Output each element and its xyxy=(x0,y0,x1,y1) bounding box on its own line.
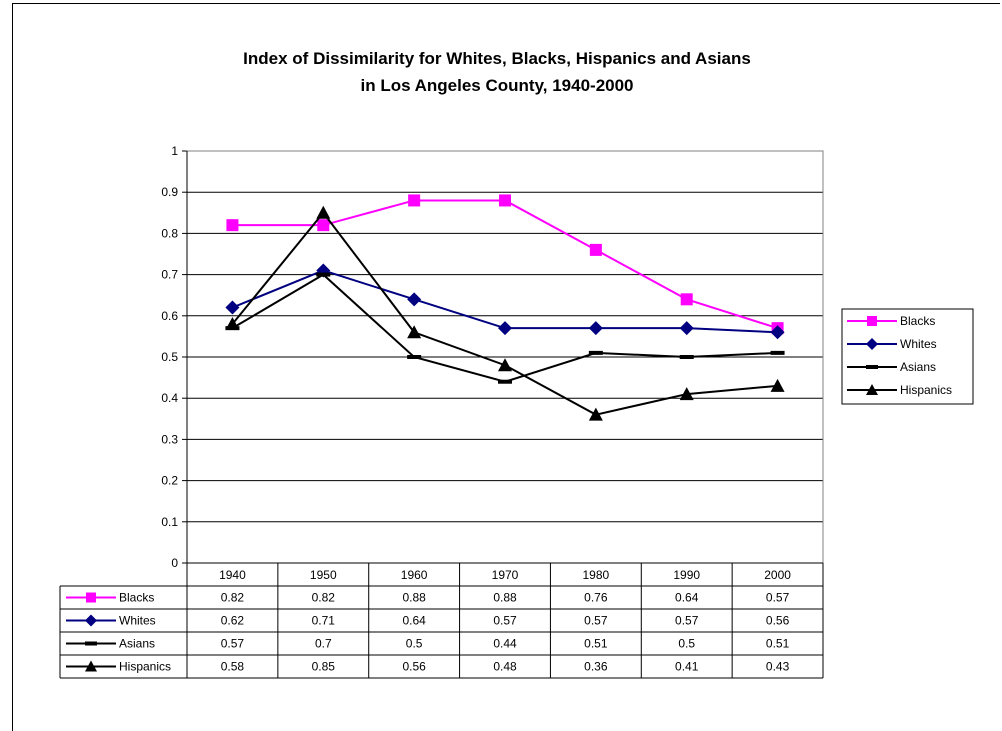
data-label: 0.88 xyxy=(493,591,517,605)
x-tick-label: 1940 xyxy=(219,568,246,582)
series-marker xyxy=(85,660,97,672)
series-marker xyxy=(770,325,785,340)
y-tick-label: 0 xyxy=(171,556,178,570)
legend-label: Hispanics xyxy=(900,383,952,397)
y-tick-label: 0.4 xyxy=(161,391,178,405)
series-marker xyxy=(499,194,511,207)
series-marker xyxy=(867,316,877,326)
y-tick-label: 0.2 xyxy=(161,474,178,488)
series-marker xyxy=(316,272,331,277)
series-marker xyxy=(226,219,239,232)
data-table: 1940 1950 1960 1970 1980 1990 2000 Blacks 0.82 0.… xyxy=(59,562,824,679)
series-line xyxy=(232,199,778,330)
data-label: 0.36 xyxy=(584,660,608,674)
series-marker xyxy=(866,338,878,350)
series-marker xyxy=(770,378,785,392)
data-label: 0.41 xyxy=(675,660,699,674)
data-label: 0.82 xyxy=(312,591,336,605)
y-tick-label: 0.3 xyxy=(161,432,178,446)
y-tick-label: 0.1 xyxy=(161,515,178,529)
data-label: 0.88 xyxy=(402,591,426,605)
legend-label: Whites xyxy=(900,337,937,351)
table-row-label: Blacks xyxy=(119,591,154,605)
chart-frame xyxy=(12,3,1000,731)
series-marker xyxy=(588,321,603,336)
series-marker xyxy=(588,407,603,421)
series-marker xyxy=(407,355,422,359)
series-marker xyxy=(86,592,96,603)
data-label: 0.48 xyxy=(493,660,517,674)
y-tick-label: 0.7 xyxy=(161,268,178,282)
x-tick-label: 1960 xyxy=(401,568,428,582)
legend-box xyxy=(841,308,974,405)
series-marker xyxy=(679,387,694,401)
series-marker xyxy=(770,350,785,355)
data-label: 0.56 xyxy=(766,614,790,628)
x-tick-label: 1950 xyxy=(310,568,337,582)
series-marker xyxy=(866,384,878,395)
series-marker xyxy=(589,243,602,256)
y-tick-label: 0.9 xyxy=(161,185,178,199)
series-marker xyxy=(225,300,240,315)
y-tick-label: 0.5 xyxy=(161,350,178,364)
series-marker xyxy=(498,379,512,384)
data-label: 0.51 xyxy=(584,637,608,651)
data-label: 0.57 xyxy=(493,614,517,628)
data-label: 0.64 xyxy=(402,614,426,628)
data-label: 0.56 xyxy=(402,660,426,674)
series-marker xyxy=(407,292,422,307)
table-row-label: Whites xyxy=(119,614,156,628)
series-marker xyxy=(679,355,694,359)
series-marker xyxy=(407,325,422,339)
series-marker xyxy=(225,317,240,331)
series-marker xyxy=(680,293,693,306)
data-label: 0.57 xyxy=(766,591,790,605)
data-label: 0.57 xyxy=(675,614,699,628)
series-marker xyxy=(679,321,694,336)
x-tick-label: 1990 xyxy=(673,568,700,582)
data-label: 0.82 xyxy=(221,591,245,605)
data-label: 0.57 xyxy=(584,614,608,628)
data-label: 0.62 xyxy=(221,614,245,628)
data-label: 0.64 xyxy=(675,591,699,605)
series-marker xyxy=(317,219,330,232)
data-label: 0.76 xyxy=(584,591,608,605)
series-marker xyxy=(316,205,331,219)
x-tick-label: 2000 xyxy=(764,568,791,582)
series-marker xyxy=(85,641,97,646)
series-marker xyxy=(85,614,97,627)
y-tick-label: 0.6 xyxy=(161,309,178,323)
data-label: 0.85 xyxy=(312,660,336,674)
chart-title: Index of Dissimilarity for Whites, Black… xyxy=(243,49,751,68)
data-label: 0.57 xyxy=(221,637,245,651)
data-label: 0.5 xyxy=(678,637,695,651)
data-label: 0.44 xyxy=(493,637,517,651)
series-line xyxy=(231,211,778,416)
y-tick-label: 1 xyxy=(171,144,178,158)
series-marker xyxy=(498,358,512,372)
data-label: 0.58 xyxy=(221,660,245,674)
data-label: 0.7 xyxy=(315,637,332,651)
plot-area: 0 0.1 0.2 0.3 0.4 0.5 0.6 0.7 0.8 0.9 1 xyxy=(161,144,824,570)
series-marker xyxy=(588,350,603,355)
series-marker xyxy=(408,194,421,207)
table-row-label: Hispanics xyxy=(119,660,171,674)
data-label: 0.5 xyxy=(406,637,423,651)
legend-label: Asians xyxy=(900,360,936,374)
data-label: 0.43 xyxy=(766,660,790,674)
legend-label: Blacks xyxy=(900,314,935,328)
series-marker xyxy=(866,365,878,369)
series-marker xyxy=(498,321,512,336)
series-hispanics xyxy=(225,205,785,421)
x-tick-label: 1970 xyxy=(492,568,519,582)
x-tick-label: 1980 xyxy=(583,568,610,582)
series-blacks xyxy=(226,194,784,335)
legend: Blacks Whites Asians Hispanics xyxy=(841,308,974,405)
data-label: 0.51 xyxy=(766,637,790,651)
chart-subtitle: in Los Angeles County, 1940-2000 xyxy=(360,76,633,95)
data-label: 0.71 xyxy=(312,614,336,628)
y-tick-label: 0.8 xyxy=(161,226,178,240)
table-row-label: Asians xyxy=(119,637,155,651)
